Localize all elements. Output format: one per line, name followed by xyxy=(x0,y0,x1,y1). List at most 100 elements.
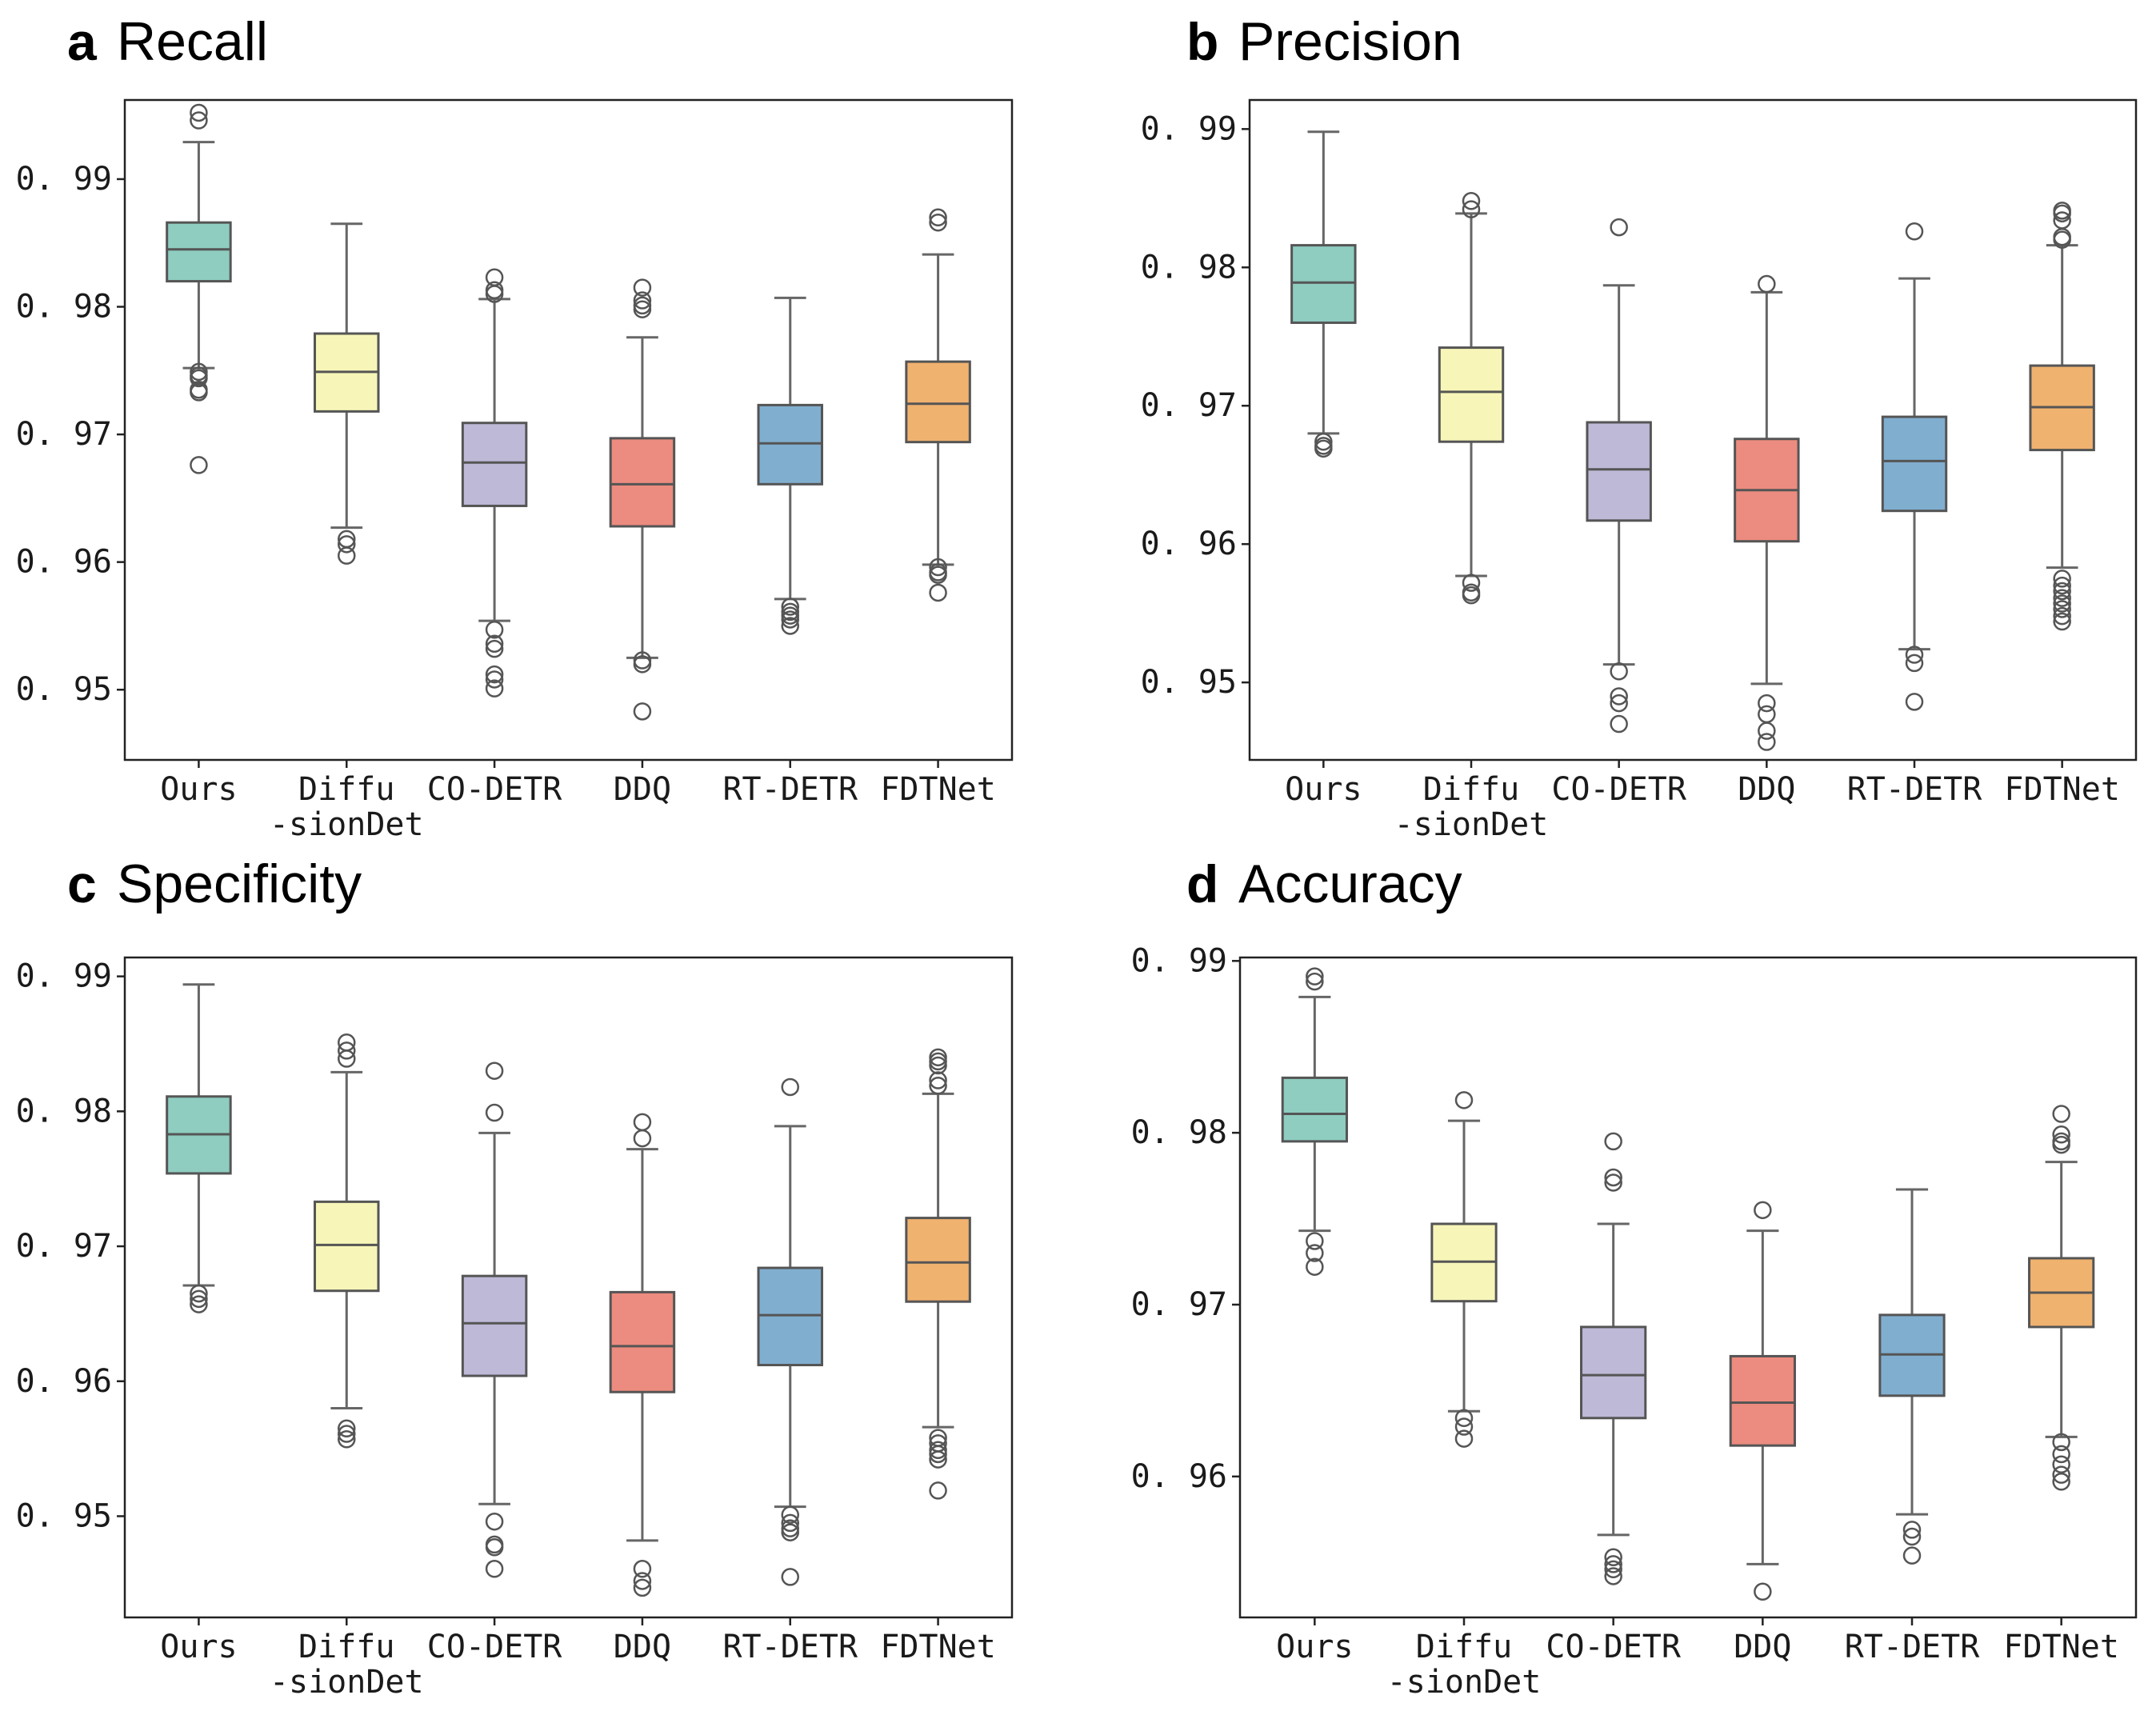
outlier-point xyxy=(485,1061,504,1080)
outlier-point xyxy=(929,558,947,577)
outlier-point xyxy=(929,1481,947,1500)
outlier-point xyxy=(2053,594,2071,613)
plot-frame xyxy=(1248,98,2138,762)
panel-d-accuracy: d Accuracy 0. 96 0. 97 0. 98 0. 99 Ours Diffu… xyxy=(1131,854,2138,1701)
outlier-point xyxy=(633,1129,652,1148)
box xyxy=(1580,1325,1647,1420)
outlier-point xyxy=(1314,432,1333,451)
outlier-point xyxy=(929,208,947,227)
x-tick-label: Ours xyxy=(160,1629,237,1665)
x-tick-label: CO-DETR xyxy=(427,771,562,808)
outlier-point xyxy=(485,679,504,698)
x-tick-label: DDQ xyxy=(614,1629,671,1665)
outlier-point xyxy=(1306,972,1324,991)
x-tick-label: CO-DETR xyxy=(427,1629,562,1665)
outlier-point xyxy=(1758,733,1776,751)
outlier-point xyxy=(1306,1257,1324,1276)
box xyxy=(757,403,823,486)
x-tick-label: Ours xyxy=(1285,771,1362,808)
x-tick-label: -sionDet xyxy=(270,1664,424,1701)
outlier-point xyxy=(1610,687,1628,706)
outlier-point xyxy=(485,639,504,658)
outlier-point xyxy=(190,369,208,388)
outlier-point xyxy=(485,670,504,689)
outlier-point xyxy=(190,1284,208,1303)
outlier-point xyxy=(190,103,208,122)
outlier-point xyxy=(2052,1445,2070,1464)
y-tick-label: 0. 96 xyxy=(1131,1458,1227,1495)
x-tick-label: RT-DETR xyxy=(1847,771,1982,808)
x-tick-label: DDQ xyxy=(1734,1629,1791,1665)
outlier-point xyxy=(929,1052,947,1071)
outlier-point xyxy=(2053,576,2071,595)
x-tick-label: FDTNet xyxy=(2003,1629,2119,1665)
outlier-point xyxy=(338,1419,356,1438)
outlier-point xyxy=(338,535,356,554)
y-tick-label: 0. 95 xyxy=(16,1497,112,1534)
outlier-point xyxy=(781,598,799,616)
box xyxy=(314,1200,380,1293)
outlier-point xyxy=(1758,722,1776,740)
outlier-point xyxy=(1314,439,1333,458)
outlier-point xyxy=(338,1041,356,1060)
outlier-point xyxy=(485,634,504,654)
outlier-point xyxy=(1604,1567,1622,1585)
outlier-point xyxy=(1610,694,1628,713)
y-tick-label: 0. 95 xyxy=(16,671,112,708)
outlier-point xyxy=(485,1538,504,1557)
outlier-point xyxy=(1610,714,1628,734)
outlier-point xyxy=(633,1113,652,1132)
outlier-point xyxy=(633,655,652,674)
outlier-point xyxy=(338,1425,356,1443)
outlier-point xyxy=(633,278,652,297)
outlier-point xyxy=(781,1568,799,1586)
outlier-point xyxy=(1604,1173,1622,1192)
x-tick-label: Ours xyxy=(1276,1629,1353,1665)
outlier-point xyxy=(1754,1201,1772,1220)
panel-letter: c xyxy=(67,854,97,913)
x-tick-label: -sionDet xyxy=(1394,806,1549,843)
outlier-point xyxy=(1604,1168,1622,1187)
outlier-point xyxy=(781,1505,799,1525)
plot-frame xyxy=(123,98,1014,762)
y-tick-label: 0. 99 xyxy=(1131,942,1227,979)
box xyxy=(1281,1076,1348,1143)
outlier-point xyxy=(929,213,947,232)
y-tick-label: 0. 97 xyxy=(1141,387,1237,424)
x-tick-label: Diffu xyxy=(298,771,394,808)
y-tick-label: 0. 95 xyxy=(1141,664,1237,701)
outlier-point xyxy=(1454,1091,1474,1109)
outlier-point xyxy=(338,1049,356,1068)
y-tick-label: 0. 99 xyxy=(16,161,112,198)
outlier-point xyxy=(1902,1527,1922,1546)
outlier-point xyxy=(485,1512,504,1531)
outlier-point xyxy=(485,1560,504,1578)
outlier-point xyxy=(781,610,799,629)
outlier-point xyxy=(1905,693,1924,711)
y-tick-label: 0. 96 xyxy=(16,1363,112,1400)
outlier-point xyxy=(2052,1465,2070,1484)
x-tick-label: CO-DETR xyxy=(1546,1629,1681,1665)
outlier-point xyxy=(1754,1582,1772,1601)
y-tick-label: 0. 96 xyxy=(16,544,112,581)
outlier-point xyxy=(190,111,208,130)
x-tick-label: RT-DETR xyxy=(722,771,858,808)
panel-letter: a xyxy=(67,12,98,71)
outlier-point xyxy=(633,291,652,310)
outlier-point xyxy=(1462,200,1481,218)
y-tick-label: 0. 97 xyxy=(16,1228,112,1265)
outlier-point xyxy=(1758,705,1776,724)
outlier-point xyxy=(1905,654,1924,673)
outlier-point xyxy=(2052,1125,2070,1144)
outlier-point xyxy=(190,1295,208,1313)
outlier-point xyxy=(781,1523,799,1541)
y-tick-label: 0. 98 xyxy=(1131,1114,1227,1151)
outlier-point xyxy=(2052,1433,2070,1452)
outlier-point xyxy=(1454,1417,1474,1436)
outlier-point xyxy=(338,1430,356,1449)
outlier-point xyxy=(633,702,652,721)
box xyxy=(461,1274,528,1377)
outlier-point xyxy=(485,1103,504,1122)
outlier-point xyxy=(633,1560,652,1578)
box xyxy=(1438,346,1505,443)
